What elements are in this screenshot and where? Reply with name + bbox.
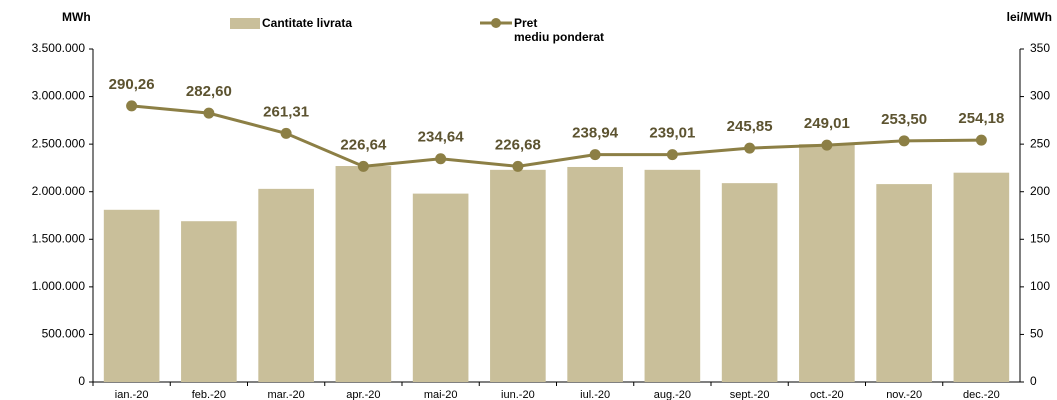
data-label: 234,64 xyxy=(418,129,465,146)
price-marker xyxy=(435,153,447,165)
y-tick-label: 1.500.000 xyxy=(32,231,86,245)
bar xyxy=(567,166,623,382)
y-tick-label: 3.500.000 xyxy=(32,41,86,55)
y-tick-label: 1.000.000 xyxy=(32,279,86,293)
x-tick-label: feb.-20 xyxy=(192,389,226,400)
y2-tick-label: 250 xyxy=(1030,136,1050,150)
y2-tick-label: 150 xyxy=(1030,231,1050,245)
x-tick-label: aug.-20 xyxy=(654,389,691,400)
data-label: 282,60 xyxy=(186,83,232,100)
y2-tick-label: 350 xyxy=(1030,41,1050,55)
price-marker xyxy=(357,160,369,172)
price-marker xyxy=(744,142,756,154)
x-tick-label: oct.-20 xyxy=(810,389,844,400)
data-label: 249,01 xyxy=(804,115,850,132)
y-tick-label: 0 xyxy=(78,374,85,388)
y2-tick-label: 100 xyxy=(1030,279,1050,293)
data-label: 253,50 xyxy=(881,111,927,128)
y-tick-label: 2.500.000 xyxy=(32,136,86,150)
data-label: 226,68 xyxy=(495,136,541,153)
bar xyxy=(335,166,392,382)
x-tick-label: nov.-20 xyxy=(886,389,922,400)
y-axis-title: MWh xyxy=(62,10,91,24)
price-marker xyxy=(975,134,987,146)
y2-tick-label: 300 xyxy=(1030,89,1050,103)
x-tick-label: iun.-20 xyxy=(501,389,535,400)
bar xyxy=(412,193,469,382)
x-tick-label: iul.-20 xyxy=(580,389,610,400)
data-label: 254,18 xyxy=(958,110,1004,127)
y2-tick-label: 200 xyxy=(1030,184,1050,198)
x-tick-label: mar.-20 xyxy=(267,389,304,400)
legend-swatch xyxy=(230,18,260,29)
bar xyxy=(799,144,855,382)
x-tick-label: mai-20 xyxy=(424,389,458,400)
bar xyxy=(258,188,314,382)
y-tick-label: 3.000.000 xyxy=(32,89,86,103)
y2-axis-title: lei/MWh xyxy=(1007,10,1052,24)
data-label: 238,94 xyxy=(572,125,619,142)
x-tick-label: apr.-20 xyxy=(346,389,380,400)
data-label: 261,31 xyxy=(263,103,309,120)
bar xyxy=(490,169,546,382)
price-marker xyxy=(666,149,678,161)
price-marker xyxy=(280,127,292,139)
price-marker xyxy=(126,100,138,112)
bar xyxy=(876,184,932,382)
price-marker xyxy=(203,107,215,119)
price-marker xyxy=(512,160,524,172)
y-tick-label: 500.000 xyxy=(42,327,86,341)
data-label: 226,64 xyxy=(340,136,387,153)
legend-label: Pret mediu ponderat xyxy=(514,16,605,44)
legend-marker xyxy=(491,18,501,28)
y2-tick-label: 50 xyxy=(1030,327,1044,341)
bar xyxy=(181,221,237,382)
price-line xyxy=(131,104,982,168)
x-tick-label: dec.-20 xyxy=(963,389,1000,400)
data-label: 245,85 xyxy=(727,118,773,135)
x-tick-label: ian.-20 xyxy=(115,389,149,400)
bar xyxy=(644,169,701,382)
data-label: 290,26 xyxy=(109,76,155,93)
price-marker xyxy=(898,135,910,147)
bar xyxy=(721,183,778,382)
price-marker xyxy=(821,139,833,151)
data-label: 239,01 xyxy=(649,125,695,142)
bar xyxy=(953,172,1010,382)
bar xyxy=(103,209,160,382)
x-tick-label: sept.-20 xyxy=(730,389,770,400)
y-tick-label: 2.000.000 xyxy=(32,184,86,198)
legend-label: Cantitate livrata xyxy=(262,16,353,30)
price-marker xyxy=(589,149,601,161)
y2-tick-label: 0 xyxy=(1030,374,1037,388)
